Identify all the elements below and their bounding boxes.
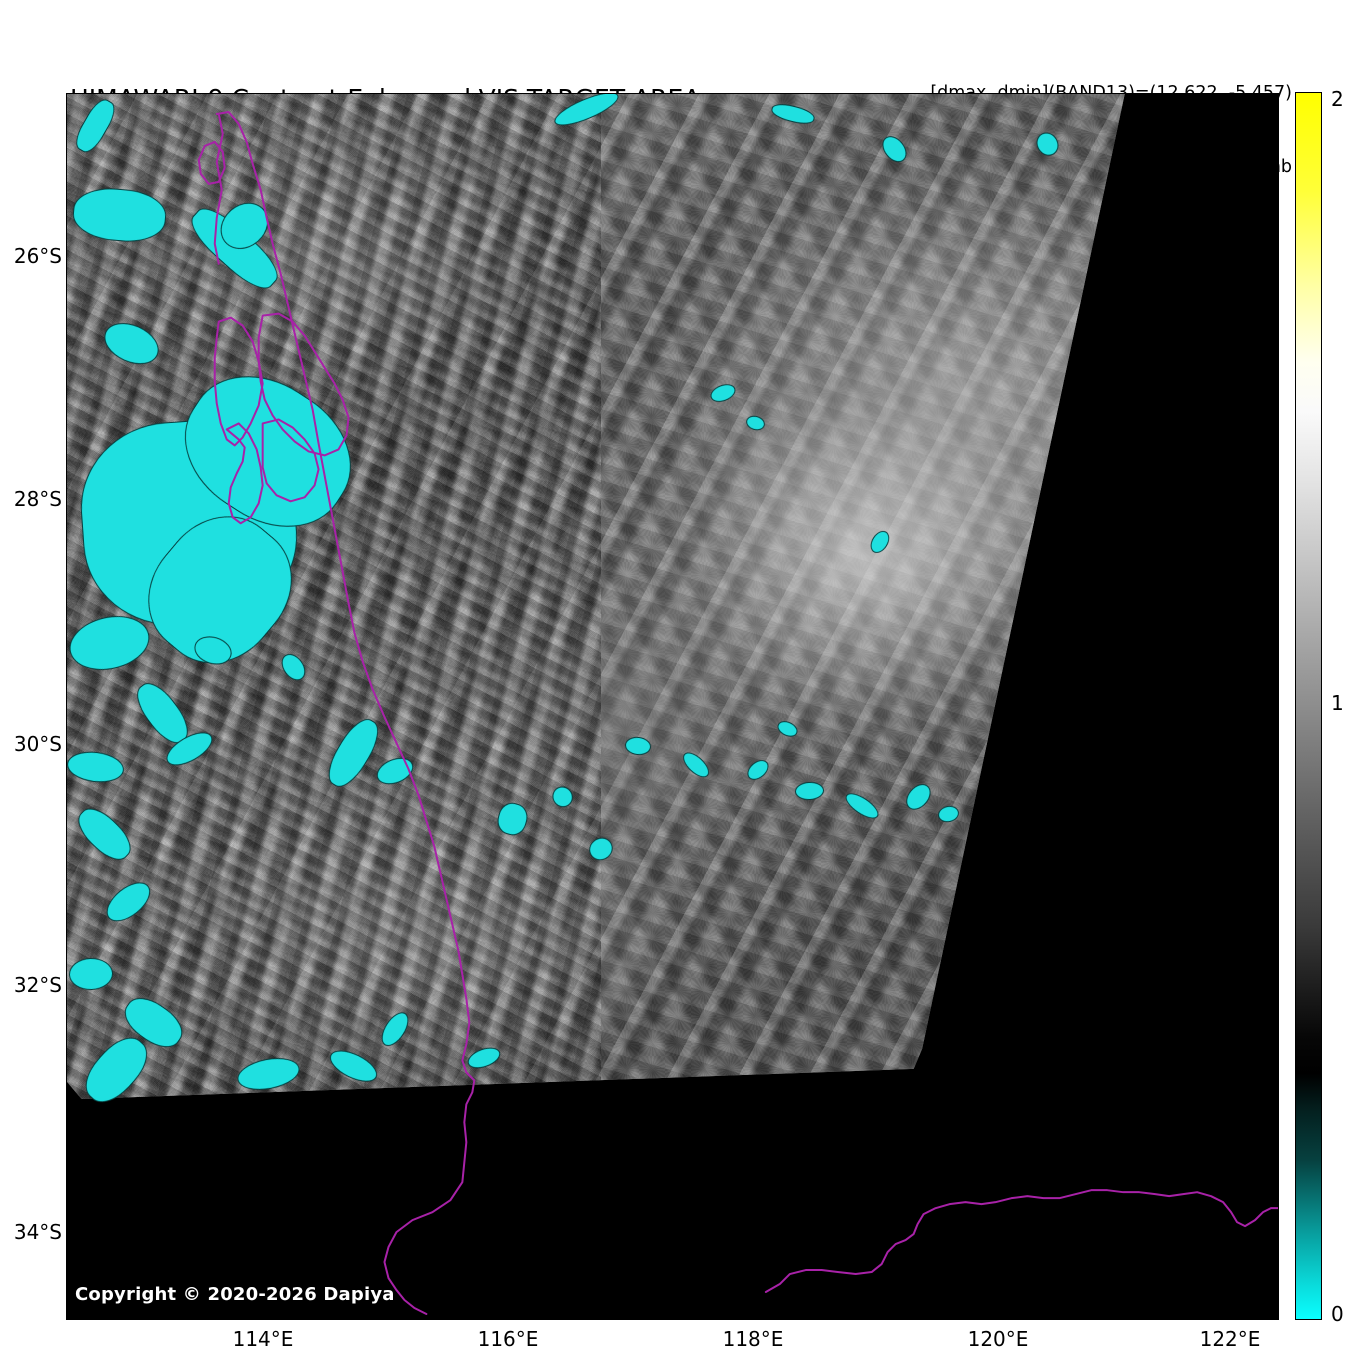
y-tick-label-26S: 26°S [13, 244, 62, 268]
y-tick-label-32S: 32°S [13, 973, 62, 997]
x-tick-label-122E: 122°E [1199, 1327, 1261, 1351]
copyright-text: Copyright © 2020-2026 Dapiya [75, 1284, 395, 1305]
x-tick-label-120E: 120°E [967, 1327, 1029, 1351]
colorbar[interactable] [1295, 92, 1322, 1320]
satellite-image-canvas: Copyright © 2020-2026 Dapiya [67, 94, 1278, 1319]
x-tick-label-114E: 114°E [232, 1327, 294, 1351]
x-tick-label-118E: 118°E [722, 1327, 784, 1351]
colorbar-gradient [1295, 92, 1322, 1320]
x-tick-label-116E: 116°E [477, 1327, 539, 1351]
y-tick-label-34S: 34°S [13, 1220, 62, 1244]
swath-west-texture [67, 94, 601, 1099]
coastline-south-australia [764, 1189, 1278, 1294]
y-tick-label-30S: 30°S [13, 732, 62, 756]
y-tick-label-28S: 28°S [13, 487, 62, 511]
satellite-plot-area[interactable]: Copyright © 2020-2026 Dapiya [66, 93, 1279, 1320]
colorbar-tick-1: 1 [1331, 691, 1344, 715]
colorbar-tick-2: 2 [1331, 87, 1344, 111]
satellite-data-swath [67, 94, 1125, 1099]
colorbar-tick-0: 0 [1331, 1302, 1344, 1326]
